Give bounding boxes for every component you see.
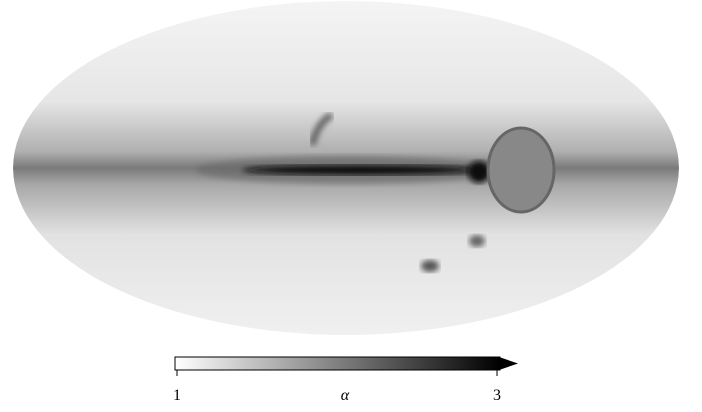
colorbar-extend bbox=[499, 357, 518, 370]
sky-map bbox=[13, 1, 679, 335]
small-source bbox=[469, 235, 485, 247]
colorbar bbox=[174, 356, 501, 371]
plane-streak bbox=[242, 165, 478, 175]
cloud-region bbox=[486, 126, 556, 214]
colorbar-tick-label: 1 bbox=[173, 387, 181, 404]
colorbar-tick-label: 3 bbox=[493, 387, 501, 404]
small-source bbox=[421, 260, 439, 272]
arc-feature bbox=[308, 111, 334, 146]
bright-source bbox=[468, 161, 490, 183]
colorbar-label: α bbox=[341, 387, 350, 404]
